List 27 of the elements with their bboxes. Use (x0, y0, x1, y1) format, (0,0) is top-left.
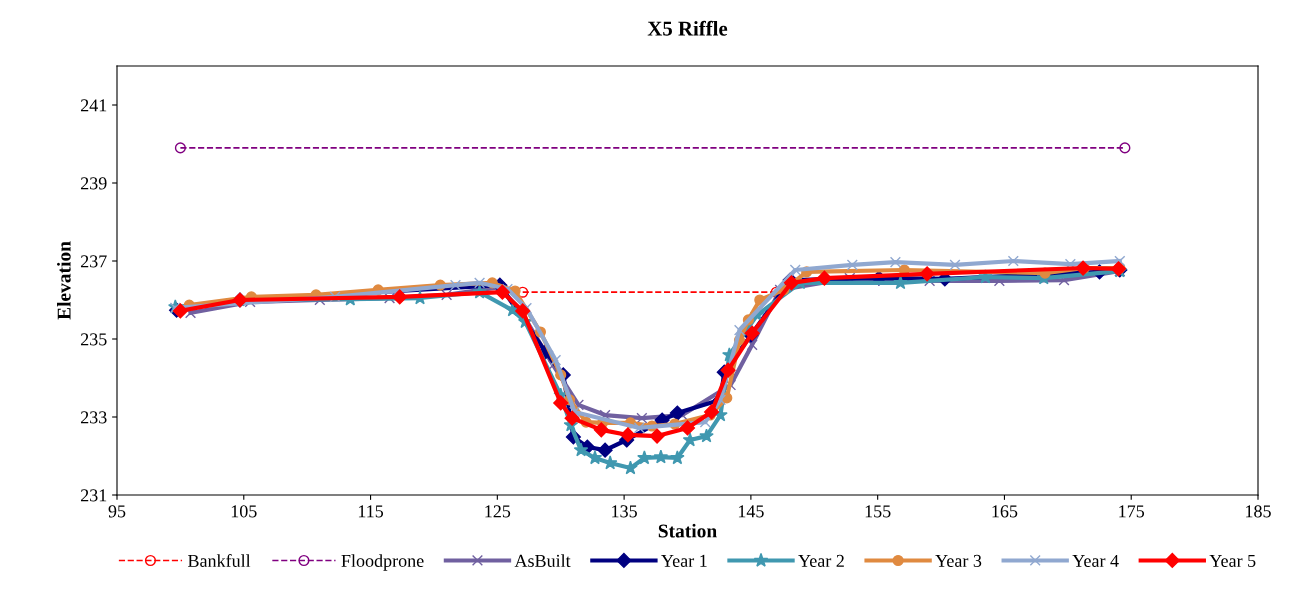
legend-label: Year 3 (935, 554, 982, 567)
legend-label: Bankfull (188, 554, 251, 567)
x-tick-label: 175 (1119, 505, 1145, 518)
legend-label: Year 2 (798, 554, 844, 567)
legend-label: Year 5 (1209, 554, 1256, 567)
y-tick-label: 235 (80, 333, 107, 346)
x-tick-label: 135 (612, 505, 637, 518)
legend-label: Year 4 (1072, 554, 1119, 567)
legend-label: AsBuilt (514, 554, 571, 567)
y-tick-label: 233 (80, 411, 107, 424)
x-axis-title: Station (658, 523, 717, 538)
x-tick-label: 125 (485, 505, 511, 518)
legend-label: Year 1 (661, 554, 707, 567)
y-tick-label: 231 (80, 489, 107, 502)
x-tick-label: 155 (865, 505, 891, 518)
y-tick-label: 239 (80, 177, 107, 190)
y-tick-label: 237 (80, 255, 107, 268)
x-tick-label: 165 (992, 505, 1018, 518)
y-tick-label: 241 (80, 99, 107, 112)
x-tick-label: 95 (108, 505, 126, 518)
x-tick-label: 115 (358, 505, 384, 518)
x-tick-label: 145 (738, 505, 764, 518)
y-axis-title: Elevation (57, 241, 71, 320)
x-tick-label: 185 (1246, 505, 1271, 518)
x-tick-label: 105 (231, 505, 257, 518)
legend-label: Floodprone (341, 554, 424, 571)
chart-title: X5 Riffle (647, 20, 728, 36)
